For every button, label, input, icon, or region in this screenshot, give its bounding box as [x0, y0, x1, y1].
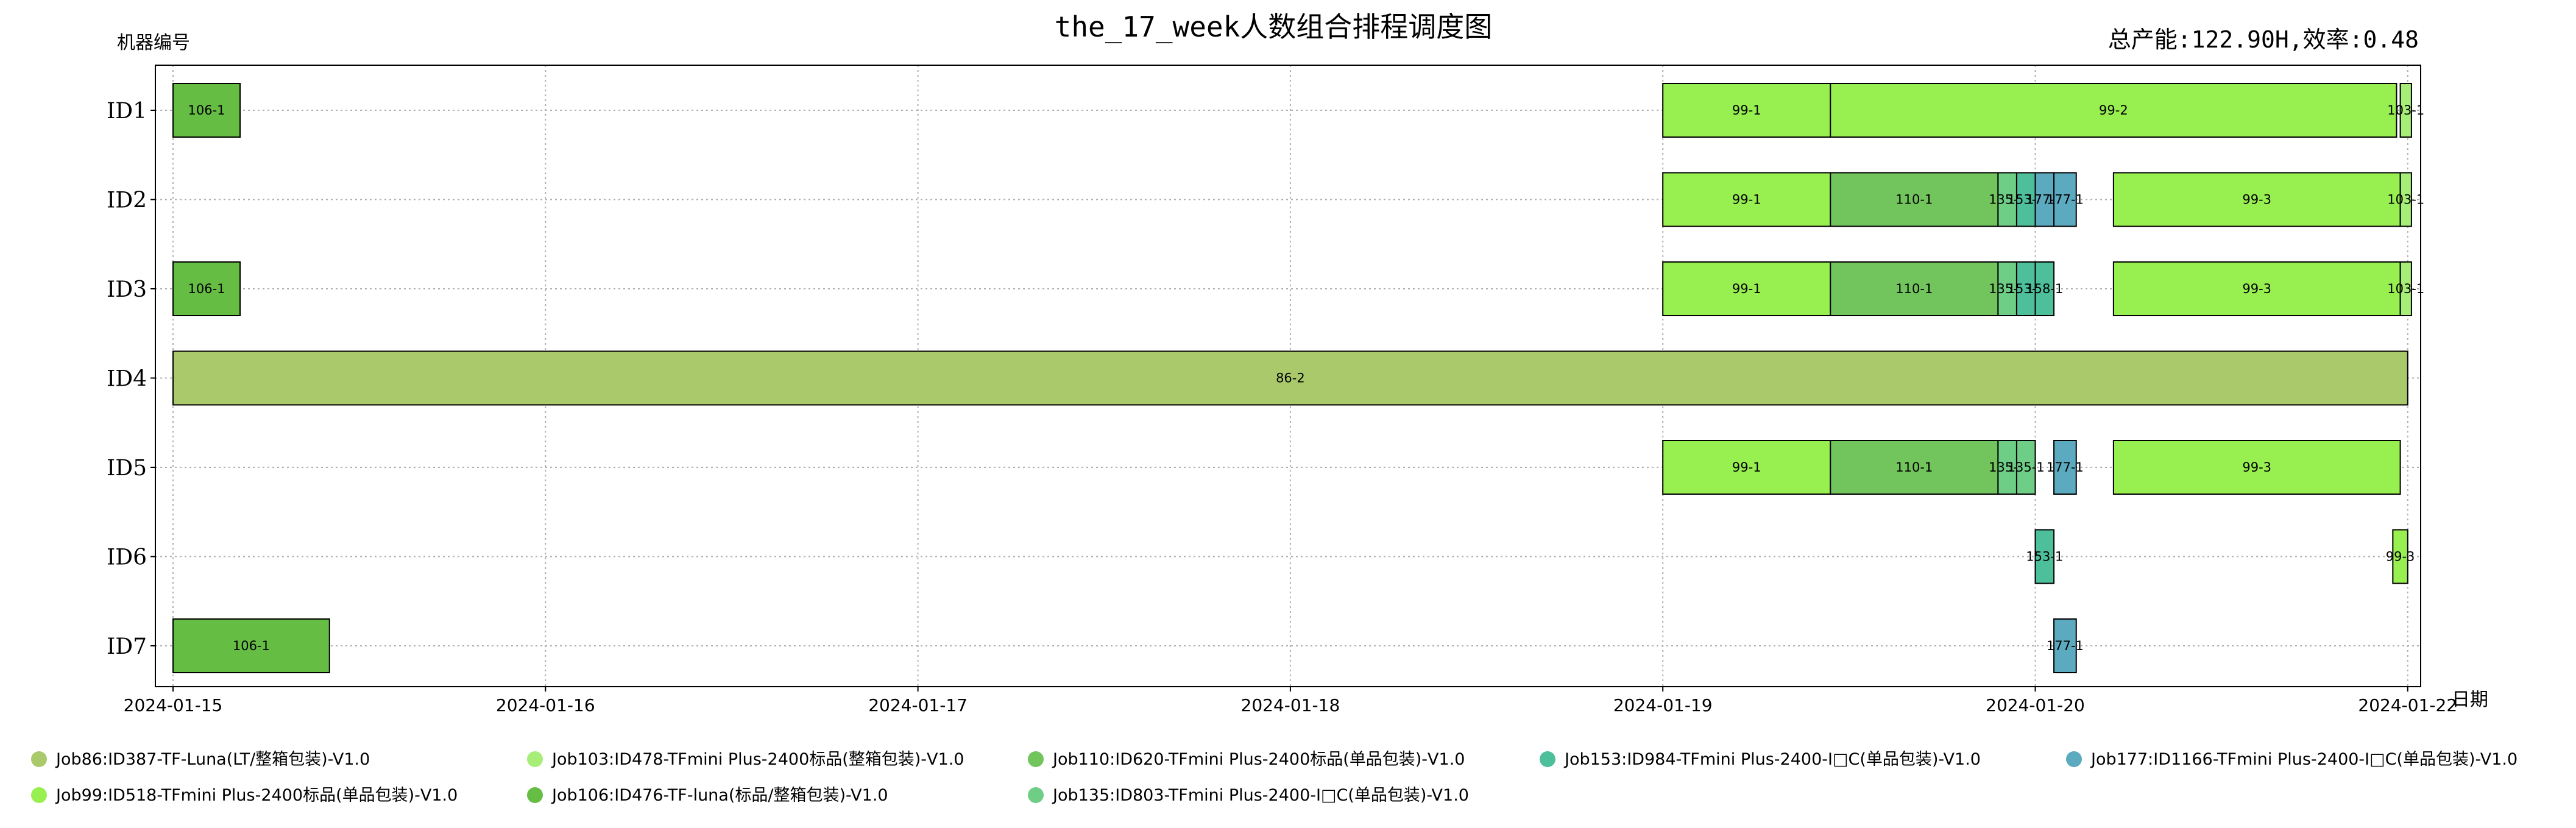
task-label: 110-1 [1895, 460, 1933, 475]
task-label: 103-1 [2387, 103, 2424, 118]
legend-label: Job135:ID803-TFmini Plus-2400-I□C(单品包装)-… [1052, 786, 1469, 805]
task-label: 177-1 [2047, 193, 2084, 207]
task-label: 99-2 [2099, 103, 2128, 118]
task-bars: 106-1 99-1 99-2 103-1 99-1 110-1 135-1 153-1 177… [172, 83, 2424, 673]
task-bar [2053, 618, 2077, 673]
plot-frame [155, 65, 2421, 687]
task-bar [172, 261, 241, 316]
task-label: 99-1 [1732, 193, 1761, 207]
task-bar [2053, 440, 2077, 495]
task-label: 86-2 [1276, 371, 1305, 386]
task-bar [2112, 172, 2401, 227]
task-bar [2112, 261, 2401, 316]
task-bar [2112, 440, 2401, 495]
task-bar [2392, 529, 2408, 584]
task-bar [2399, 83, 2412, 138]
task-bar [2053, 172, 2077, 227]
x-tick-label: 2024-01-17 [868, 695, 968, 715]
y-axis-label: 机器编号 [117, 32, 190, 54]
y-tick-label: ID7 [107, 634, 147, 659]
y-tick-label: ID1 [107, 99, 147, 124]
x-tick-label: 2024-01-20 [1986, 695, 2085, 715]
x-ticks: 2024-01-15 2024-01-16 2024-01-17 2024-01-18… [124, 687, 2457, 715]
task-label: 99-1 [1732, 281, 1761, 296]
y-tick-label: ID2 [107, 188, 147, 213]
legend-label: Job177:ID1166-TFmini Plus-2400-I□C(单品包装)… [2090, 750, 2518, 769]
task-bar [1662, 172, 1831, 227]
task-label: 110-1 [1895, 281, 1933, 296]
task-label: 103-1 [2387, 281, 2424, 296]
task-bar [2015, 172, 2036, 227]
legend-swatch [1028, 751, 1044, 767]
y-tick-label: ID6 [107, 545, 147, 570]
legend-swatch [527, 787, 543, 803]
task-bar [2034, 529, 2055, 584]
task-bar [1830, 172, 1999, 227]
y-tick-label: ID3 [107, 277, 147, 302]
x-axis-label: 日期 [2452, 689, 2488, 710]
legend-swatch [31, 751, 47, 767]
legend-label: Job110:ID620-TFmini Plus-2400标品(单品包装)-V1… [1052, 750, 1465, 769]
task-bar [1830, 440, 1999, 495]
y-tick-label: ID5 [107, 456, 147, 481]
task-label: 177-1 [2047, 639, 2084, 653]
task-label: 99-3 [2242, 281, 2271, 296]
chart-title: the_17_week人数组合排程调度图 [1055, 10, 1493, 43]
legend-label: Job106:ID476-TF-luna(标品/整箱包装)-V1.0 [551, 786, 888, 805]
y-tick-label: ID4 [107, 367, 147, 392]
legend-label: Job99:ID518-TFmini Plus-2400标品(单品包装)-V1.… [55, 786, 458, 805]
task-bar [2015, 440, 2036, 495]
task-label: 135-1 [2008, 460, 2045, 475]
x-tick-label: 2024-01-18 [1241, 695, 1340, 715]
x-tick-label: 2024-01-15 [124, 695, 223, 715]
y-ticks: ID1 ID2 ID3 ID4 ID5 ID6 ID7 [107, 99, 155, 659]
task-label: 106-1 [233, 639, 270, 653]
legend-swatch [1028, 787, 1044, 803]
x-tick-label: 2024-01-19 [1613, 695, 1713, 715]
x-tick-label: 2024-01-16 [496, 695, 595, 715]
legend-label: Job153:ID984-TFmini Plus-2400-I□C(单品包装)-… [1563, 750, 1981, 769]
task-bar [2399, 261, 2412, 316]
x-tick-label: 2024-01-22 [2358, 695, 2457, 715]
task-label: 99-3 [2386, 550, 2415, 564]
task-bar [1997, 172, 2017, 227]
legend-swatch [31, 787, 47, 803]
task-label: 110-1 [1895, 193, 1933, 207]
task-bar [1997, 261, 2017, 316]
task-bar [172, 83, 241, 138]
legend-swatch [1540, 751, 1555, 767]
task-label: 153-1 [2026, 550, 2063, 564]
task-bar [1662, 261, 1831, 316]
task-label: 99-1 [1732, 103, 1761, 118]
task-label: 103-1 [2387, 193, 2424, 207]
task-label: 158-1 [2026, 281, 2063, 296]
legend-label: Job103:ID478-TFmini Plus-2400标品(整箱包装)-V1… [551, 750, 964, 769]
task-bar [2015, 261, 2036, 316]
legend-swatch [527, 751, 543, 767]
task-bar [1997, 440, 2017, 495]
task-bar [1830, 261, 1999, 316]
task-label: 99-3 [2242, 460, 2271, 475]
task-bar [1662, 440, 1831, 495]
chart-subtitle: 总产能:122.90H,效率:0.48 [2108, 26, 2419, 53]
legend-swatch [2066, 751, 2082, 767]
task-bar [1830, 83, 2397, 138]
task-label: 99-3 [2242, 193, 2271, 207]
task-label: 106-1 [188, 103, 225, 118]
legend-label: Job86:ID387-TF-Luna(LT/整箱包装)-V1.0 [55, 750, 370, 769]
task-bar [172, 618, 330, 673]
task-label: 99-1 [1732, 460, 1761, 475]
task-bar [2034, 172, 2055, 227]
task-label: 177-1 [2047, 460, 2084, 475]
task-bar [2399, 172, 2412, 227]
legend: Job86:ID387-TF-Luna(LT/整箱包装)-V1.0 Job103:… [31, 750, 2518, 805]
task-bar [172, 350, 2408, 406]
task-bar [2034, 261, 2055, 316]
task-label: 106-1 [188, 281, 225, 296]
